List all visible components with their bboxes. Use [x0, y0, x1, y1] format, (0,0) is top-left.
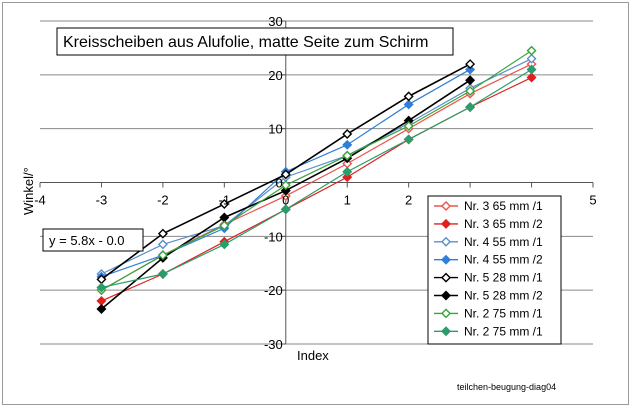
legend-label: Nr. 2 75 mm /1: [464, 324, 543, 338]
data-point: [219, 220, 230, 231]
data-point: [342, 129, 353, 140]
y-tick-label: 10: [268, 122, 282, 137]
legend-marker: [441, 326, 451, 337]
title-box: [56, 27, 454, 56]
legend-entry: Nr. 3 65 mm /2: [434, 217, 543, 231]
legend-entry: Nr. 5 28 mm /2: [434, 289, 543, 303]
y-tick-label: -30: [264, 337, 283, 352]
data-point: [96, 304, 107, 314]
data-point: [219, 212, 230, 223]
chart-title: Kreisscheiben aus Alufolie, matte Seite …: [63, 34, 429, 51]
data-point: [465, 59, 476, 70]
data-point: [403, 134, 414, 145]
legend-marker: [441, 236, 451, 247]
legend-entry: Nr. 4 55 mm /2: [434, 253, 543, 267]
data-point: [157, 269, 168, 280]
legend-marker: [441, 290, 451, 301]
data-point: [157, 239, 168, 250]
legend-label: Nr. 5 28 mm /2: [464, 289, 543, 303]
data-point: [280, 185, 291, 196]
legend-entry: Nr. 2 75 mm /1: [434, 324, 543, 338]
data-point: [280, 204, 291, 215]
y-tick-label: -10: [264, 229, 283, 244]
regression-equation: y = 5.8x - 0.0: [49, 233, 125, 248]
data-point: [403, 91, 414, 102]
data-point: [526, 64, 537, 75]
data-point: [526, 45, 537, 56]
equation-box: [42, 228, 144, 252]
data-point: [219, 199, 230, 210]
y-tick-label: 0: [276, 176, 283, 191]
data-point: [157, 228, 168, 239]
y-tick-label: 30: [268, 14, 282, 29]
data-point: [342, 172, 353, 183]
legend-marker: [441, 218, 451, 229]
legend-marker: [441, 201, 451, 211]
data-point: [526, 72, 537, 83]
footer-label: teilchen-beugung-diag04: [457, 382, 556, 392]
data-point: [465, 64, 476, 75]
x-axis-title: Index: [297, 348, 329, 363]
series-line: [101, 58, 532, 275]
x-tick-label: 2: [405, 193, 412, 208]
legend: [427, 195, 562, 345]
legend-entries: Nr. 3 65 mm /1 Nr. 3 65 mm /2 Nr. 4 55 mm …: [434, 199, 543, 338]
data-point: [465, 102, 476, 113]
legend-entry: Nr. 3 65 mm /1: [434, 199, 543, 213]
legend-label: Nr. 5 28 mm /1: [464, 271, 543, 285]
x-tick-label: -1: [219, 193, 231, 208]
y-tick-label: -20: [264, 283, 283, 298]
y-axis-title: Winkel/°: [21, 167, 36, 215]
series-5: [96, 59, 476, 285]
data-point: [342, 166, 353, 177]
x-tick-label: 0: [282, 193, 289, 208]
data-point: [465, 75, 476, 86]
data-point: [280, 190, 291, 201]
data-point: [526, 53, 537, 64]
series-8: [96, 64, 537, 293]
series-line: [101, 68, 532, 289]
legend-marker: [441, 272, 451, 283]
x-tick-label: -4: [34, 193, 46, 208]
x-tick-label: -2: [157, 193, 169, 208]
data-point: [403, 120, 414, 131]
data-point: [342, 150, 353, 161]
legend-marker: [441, 308, 451, 319]
legend-entry: Nr. 4 55 mm /1: [434, 235, 543, 249]
data-point: [157, 250, 168, 261]
series-7: [96, 45, 537, 296]
data-point: [465, 85, 476, 96]
legend-label: Nr. 4 55 mm /2: [464, 253, 543, 267]
series-line: [101, 50, 532, 291]
x-tick-label: 5: [589, 193, 596, 208]
legend-label: Nr. 3 65 mm /2: [464, 217, 543, 231]
data-point: [280, 180, 291, 191]
legend-marker: [441, 254, 451, 265]
y-tick-label: 20: [268, 68, 282, 83]
data-point: [280, 169, 291, 180]
x-tick-label: -3: [96, 193, 108, 208]
series-lines: [96, 45, 537, 314]
legend-label: Nr. 2 75 mm /1: [464, 306, 543, 320]
data-point: [96, 282, 107, 293]
data-point: [96, 295, 107, 306]
legend-entry: Nr. 5 28 mm /1: [434, 271, 543, 285]
legend-entry: Nr. 2 75 mm /1: [434, 306, 543, 320]
data-point: [219, 239, 230, 250]
x-tick-label: 1: [344, 193, 351, 208]
data-point: [403, 99, 414, 110]
legend-label: Nr. 3 65 mm /1: [464, 199, 543, 213]
legend-label: Nr. 4 55 mm /1: [464, 235, 543, 249]
data-point: [342, 139, 353, 150]
